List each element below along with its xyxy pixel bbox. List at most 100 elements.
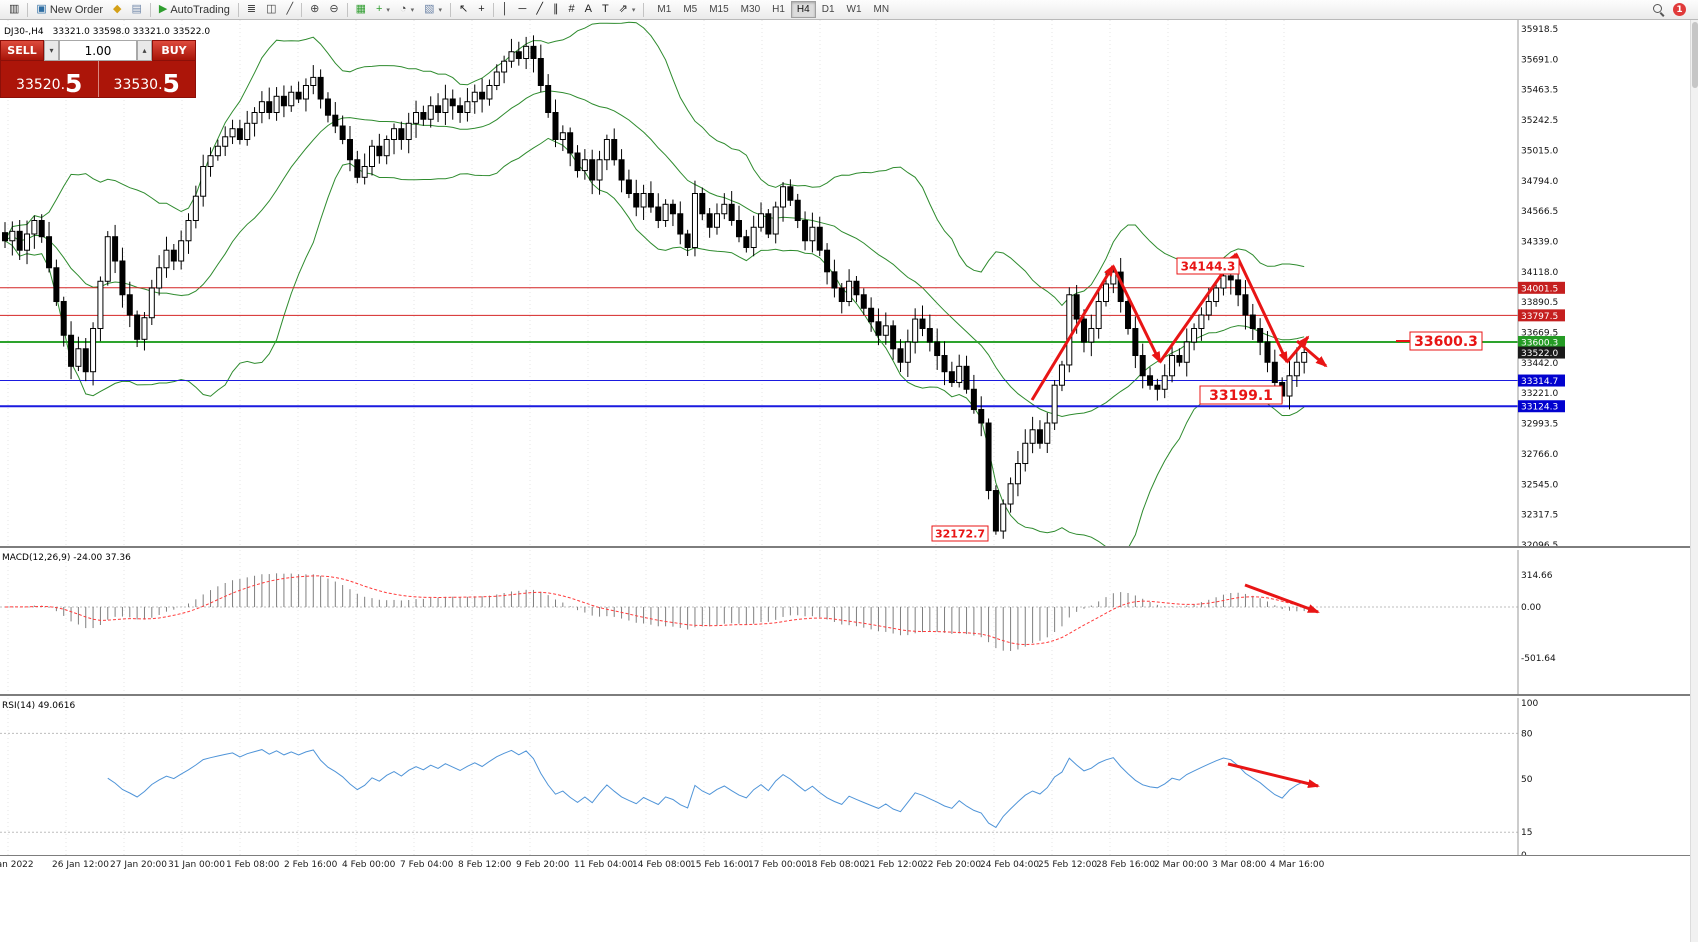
rsi-chart-canvas[interactable]: 100 80 50 15 0	[0, 698, 1690, 856]
time-axis-label: 21 Feb 12:00	[864, 860, 924, 870]
indicators-icon[interactable]: + ▾	[371, 1, 395, 19]
autotrading-button[interactable]: ▶ AutoTrading	[154, 1, 235, 19]
indicators-icon: +	[375, 3, 383, 15]
timeframe-d1[interactable]: D1	[816, 1, 841, 18]
sell-button[interactable]: SELL	[0, 40, 44, 61]
autotrading-button-label: AutoTrading	[170, 3, 230, 16]
trade-prices-row: 33520. 5 33530. 5	[0, 61, 196, 98]
vertical-line-icon: │	[501, 3, 509, 15]
notification-badge[interactable]: 1	[1673, 3, 1686, 16]
buy-button[interactable]: BUY	[152, 40, 196, 61]
annotation-box[interactable]	[1409, 331, 1483, 351]
volume-input[interactable]	[59, 40, 137, 61]
time-axis-label: 31 Jan 00:00	[168, 860, 225, 870]
price-tag-text: 33797.5	[1521, 312, 1558, 322]
timeframe-m15[interactable]: M15	[703, 1, 734, 18]
trend-arrow[interactable]	[1227, 762, 1320, 788]
timeframe-m1[interactable]: M1	[651, 1, 677, 18]
dropdown-caret-icon: ▾	[631, 6, 636, 14]
volume-decrease-button[interactable]: ▾	[44, 40, 59, 61]
price-tag	[1518, 374, 1565, 387]
cursor-icon[interactable]: ↖	[454, 1, 473, 19]
price-tag-text: 33124.3	[1521, 403, 1558, 413]
annotation-text: 33600.3	[1414, 334, 1478, 350]
sell-price[interactable]: 33520. 5	[1, 61, 99, 97]
macd-chart-canvas[interactable]: 314.66 0.00 -501.64	[0, 550, 1690, 696]
crosshair-icon[interactable]: +	[473, 1, 489, 19]
time-axis-label: 3 Mar 08:00	[1212, 860, 1267, 870]
annotation-text: 33199.1	[1209, 388, 1273, 404]
time-axis-label: 24 Feb 04:00	[980, 860, 1040, 870]
line-chart-icon: ╱	[286, 3, 294, 15]
price-tag-text: 33522.0	[1521, 349, 1558, 359]
new-order-button[interactable]: ▣ New Order	[31, 1, 108, 19]
trend-arrow[interactable]	[1296, 339, 1328, 368]
time-axis-label: 18 Feb 08:00	[806, 860, 866, 870]
toolbar-separator	[492, 2, 494, 17]
trend-arrow[interactable]	[1111, 265, 1162, 364]
time-axis-label: 4 Feb 00:00	[342, 860, 396, 870]
trendline-icon[interactable]: ╱	[531, 1, 548, 19]
buy-price[interactable]: 33530. 5	[113, 68, 180, 98]
price-axis-label: 32993.5	[1521, 420, 1558, 430]
price-axis-label: 35015.0	[1521, 146, 1558, 156]
price-tag	[1518, 309, 1565, 322]
alerts-icon[interactable]: ▤	[126, 1, 146, 19]
time-axis-label: 9 Feb 20:00	[516, 860, 570, 870]
annotation-box[interactable]	[1176, 257, 1240, 275]
timeframe-mn[interactable]: MN	[868, 1, 896, 18]
timeframe-bar: M1 M5 M15 M30 H1 H4 D1 W1 MN	[651, 1, 895, 18]
shapes-icon: ⇗	[618, 3, 628, 15]
crosshair-icon: +	[478, 3, 485, 15]
periods-icon[interactable]: ◔ ▾	[395, 1, 419, 19]
timeframe-h1[interactable]: H1	[766, 1, 791, 18]
vertical-scrollbar[interactable]	[1690, 20, 1698, 942]
rsi-panel: 100 80 50 15 0 RSI(14) 49.0616	[0, 698, 1690, 856]
chart-window-icon[interactable]: ▥	[4, 1, 24, 19]
toolbar-icon-groups: ▥ ▣ New Order ◆ ▤ ▶ AutoTrading ≣ ◫ ╱ ⊕ ⊖ ▦ + ▾ ◔ ▾ ▧ ▾ ↖ + │…	[4, 0, 647, 20]
symbol-title: DJ30-,H4	[4, 27, 44, 37]
line-chart-icon[interactable]: ╱	[282, 1, 299, 19]
trend-arrow[interactable]	[1234, 253, 1289, 364]
shapes-icon[interactable]: ⇗ ▾	[614, 1, 641, 19]
macd-label: MACD(12,26,9) -24.00 37.36	[2, 553, 131, 563]
vertical-line-icon[interactable]: │	[497, 1, 514, 19]
templates-icon[interactable]: ▧ ▾	[419, 1, 447, 19]
zoom-in-icon[interactable]: ⊕	[305, 1, 324, 19]
macd-axis-label: 314.66	[1521, 571, 1553, 581]
annotation-box[interactable]	[1199, 385, 1283, 405]
channel-icon[interactable]: ∥	[548, 1, 564, 19]
candlestick-chart-canvas[interactable]: 35918.5 35691.0 35463.5 35242.5 35015.0 34794…	[0, 20, 1690, 548]
tile-windows-icon[interactable]: ▦	[351, 1, 371, 19]
time-axis-label: 22 Feb 20:00	[922, 860, 982, 870]
price-tag-text: 33314.7	[1521, 377, 1558, 387]
horizontal-line-icon[interactable]: ─	[514, 1, 532, 19]
trend-arrow[interactable]	[1244, 583, 1320, 614]
timeframe-m30[interactable]: M30	[735, 1, 766, 18]
text-icon[interactable]: A	[580, 1, 597, 19]
label-icon[interactable]: T	[597, 1, 614, 19]
macd-panel: 314.66 0.00 -501.64 MACD(12,26,9) -24.00 3…	[0, 550, 1690, 696]
annotation-box[interactable]	[931, 525, 989, 542]
trend-arrow[interactable]	[1285, 335, 1310, 363]
search-icon[interactable]	[1653, 3, 1665, 16]
time-axis-label: 26 Jan 12:00	[52, 860, 109, 870]
zoom-out-icon[interactable]: ⊖	[324, 1, 343, 19]
volume-increase-button[interactable]: ▴	[137, 40, 152, 61]
rsi-axis-label: 80	[1521, 729, 1533, 739]
trend-arrow[interactable]	[1030, 264, 1115, 401]
fibonacci-icon[interactable]: #	[563, 1, 579, 19]
price-tag	[1518, 346, 1565, 359]
timeframe-m5[interactable]: M5	[677, 1, 703, 18]
price-tag-text: 33600.3	[1521, 338, 1558, 348]
time-axis-label: 1 Feb 08:00	[226, 860, 280, 870]
candlestick-chart-icon[interactable]: ◫	[261, 1, 281, 19]
timeframe-h4[interactable]: H4	[790, 1, 816, 18]
metaeditor-icon[interactable]: ◆	[108, 1, 126, 19]
time-axis-label: 25 Feb 12:00	[1038, 860, 1098, 870]
bar-chart-icon[interactable]: ≣	[242, 1, 261, 19]
timeframe-w1[interactable]: W1	[841, 1, 868, 18]
grid	[7, 550, 1285, 694]
scrollbar-thumb[interactable]	[1692, 22, 1698, 88]
symbol-ohlc: 33321.0 33598.0 33321.0 33522.0	[52, 27, 211, 37]
